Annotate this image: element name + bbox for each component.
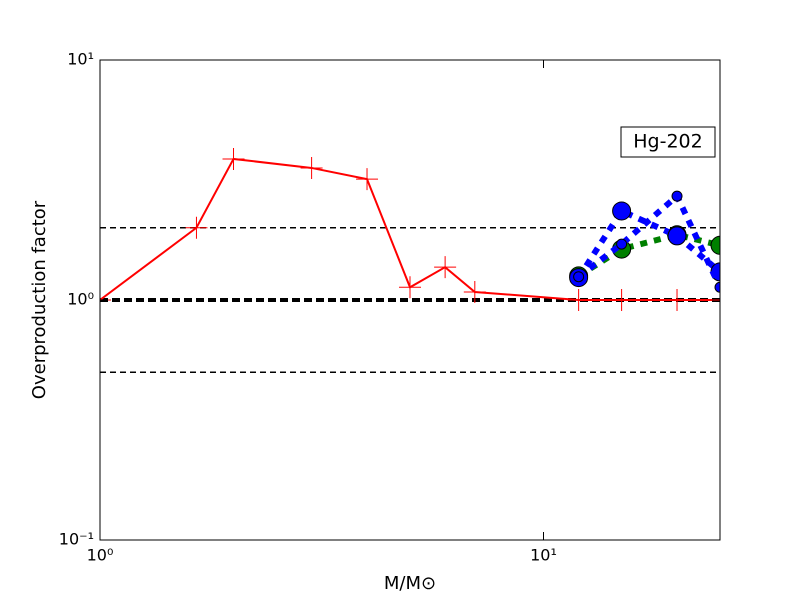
marker (222, 147, 245, 170)
plot-area (100, 147, 720, 373)
marker (612, 201, 632, 221)
y-tick-label: 10⁰ (67, 290, 94, 309)
y-tick-label: 10¹ (67, 50, 94, 69)
marker (667, 226, 687, 246)
marker (399, 276, 421, 299)
x-axis-label: M/M⊙ (384, 573, 436, 594)
marker (567, 289, 590, 311)
series-line (576, 207, 720, 280)
marker (434, 256, 457, 279)
marker (573, 271, 585, 283)
marker (356, 168, 379, 191)
marker (610, 289, 633, 311)
annotation-box (620, 126, 716, 158)
series-line (577, 231, 720, 279)
marker (300, 156, 323, 179)
marker (666, 289, 689, 311)
marker (463, 280, 486, 303)
marker (671, 190, 683, 202)
x-tick-label: 10⁰ (87, 546, 114, 565)
annotation: Hg-202 (633, 131, 702, 153)
y-tick-label: 10⁻¹ (59, 530, 94, 549)
x-tick-label: 10¹ (530, 546, 557, 565)
series-line (576, 191, 720, 289)
marker (185, 216, 208, 239)
marker (710, 235, 720, 255)
y-axis-label: Overproduction factor (29, 200, 50, 399)
marker (616, 238, 628, 250)
marker (714, 281, 720, 293)
